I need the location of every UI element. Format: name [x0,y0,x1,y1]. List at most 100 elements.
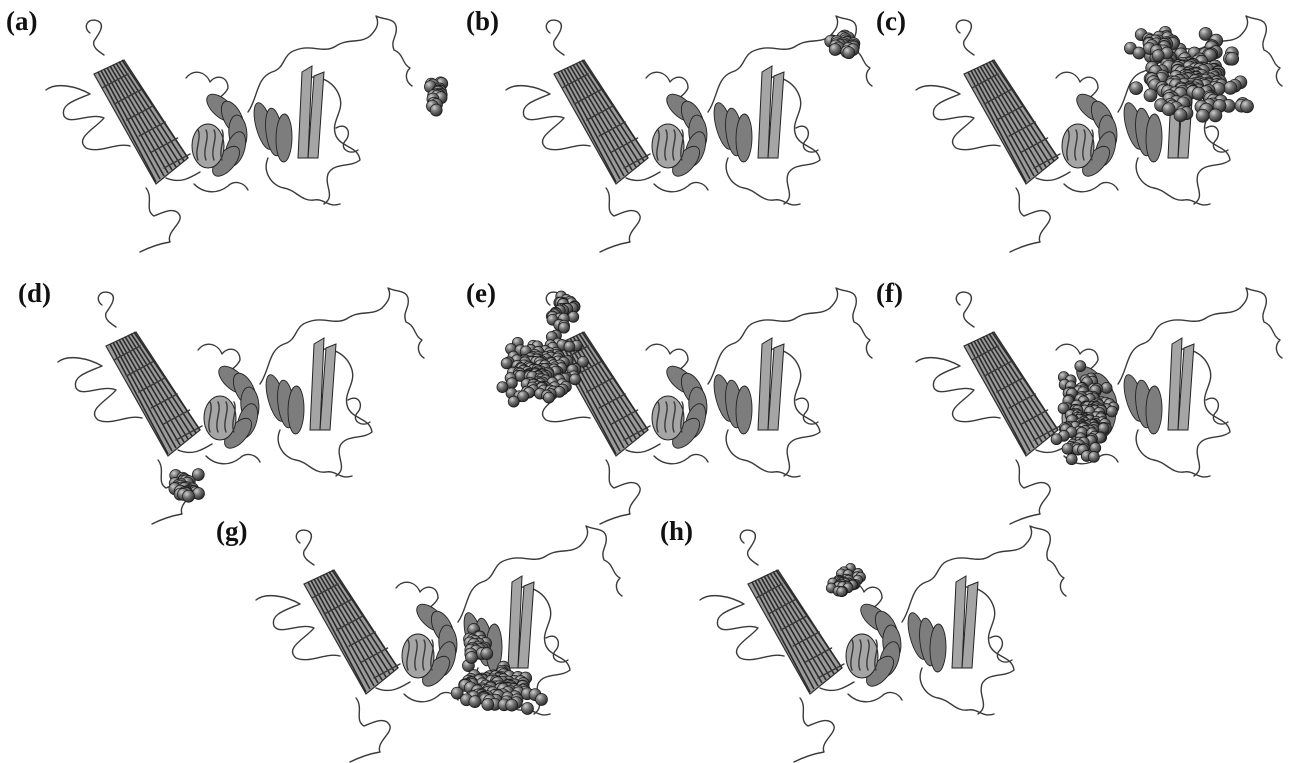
beta-strand [772,571,839,672]
c-terminal-tail [829,287,873,359]
barrel-rung [1020,137,1049,153]
ligand-atom-sphere [1129,81,1143,96]
ligand-atom-sphere [1065,453,1078,466]
ligand-atom-sphere [1151,49,1165,62]
coil-loop [725,157,801,206]
sheet-strand [680,401,684,433]
coil-loop [403,691,459,703]
barrel-rung [1008,393,1036,409]
beta-strand [760,577,823,684]
barrel-rung [150,393,178,409]
beta-strand [988,333,1055,434]
beta-sheet [651,395,685,441]
coil-loop [989,635,1013,663]
c-terminal-tail [1239,15,1283,87]
beta-strand [982,336,1047,440]
barrel-rung [360,647,389,663]
beta-strand [313,578,375,687]
ligand-atom-sphere [429,103,443,117]
coil-loop [707,307,831,385]
coil-loop [599,459,641,525]
barrel-rung [1033,425,1061,441]
ligand-spheres [450,623,548,715]
beta-sheet [961,581,979,669]
beta-strand [575,334,641,437]
ligand-atom-sphere [1106,405,1118,418]
barrel-rung [971,73,999,89]
beta-strand [103,68,165,177]
coil-loop [255,594,341,661]
barrel-rung [113,345,141,361]
coil-loop [545,635,569,663]
coil-loop [1205,397,1229,425]
coil-loop [265,157,341,206]
barrel-rung [126,105,154,121]
beta-strand [121,59,189,159]
sheet-strand [1090,129,1094,161]
coil-loop [317,348,373,477]
beta-strand [569,337,633,443]
beta-strand [563,340,625,449]
barrel-rung [996,377,1024,393]
coil-loop [847,691,903,703]
beta-barrel [963,59,1059,185]
coil-loop [795,397,819,425]
alpha-helix [287,385,305,435]
beta-strand [973,68,1035,177]
sheet-strand [216,401,220,433]
ligand-spheres [424,76,449,117]
beta-strand [754,580,815,690]
coil-loop [57,356,143,423]
barrel-rung [163,153,191,169]
beta-sheet [1061,123,1095,169]
beta-strand [578,61,645,162]
barrel-rung [101,73,129,89]
barrel-rung [125,361,154,377]
barrel-rung [113,89,142,105]
barrel-rung [311,583,339,599]
protein-structure-f [915,287,1283,525]
beta-strand [331,569,399,669]
coil-loop [793,697,835,763]
ligand-atom-sphere [836,586,848,598]
linker-coil [177,443,213,454]
panel-label-b: (b) [466,6,499,36]
beta-sheet [845,633,879,679]
barrel-rung [175,425,203,441]
coil-loop [97,291,117,328]
beta-strand [979,337,1043,443]
beta-sheet [203,395,237,441]
beta-strand [328,571,395,672]
beta-strand [563,68,625,177]
coil-loop [955,291,975,328]
beta-strand [775,569,843,669]
beta-strand [325,572,391,675]
barrel-rung [792,631,820,647]
beta-strand [569,65,633,171]
barrel-rung [780,615,808,631]
ligand-atom-sphere [1173,108,1188,123]
coil-loop [765,76,821,205]
ligand-atom-sphere [450,686,464,700]
panel-g: (g) [216,518,636,763]
panel-label-g: (g) [216,516,248,546]
ligand-atom-sphere [535,693,548,706]
ligand-atom-sphere [842,46,856,60]
coil-loop [277,429,353,478]
protein-structure-g [255,525,623,763]
c-terminal-tail [1023,525,1067,597]
alpha-helix [735,385,753,435]
ligand-atom-sphere [507,395,520,408]
ligand-atom-sphere [1198,27,1213,41]
barrel-rung [623,425,651,441]
protein-structure-e [496,287,873,525]
protein-ribbon [699,525,1067,763]
beta-strand [973,340,1035,449]
sheet-strand [858,639,862,671]
sheet-strand [672,401,676,433]
beta-strand [112,342,173,452]
coil-loop [205,453,261,465]
panel-label-c: (c) [876,6,906,36]
ligand-atom-sphere [1225,51,1240,66]
protein-structure-a [45,15,449,253]
